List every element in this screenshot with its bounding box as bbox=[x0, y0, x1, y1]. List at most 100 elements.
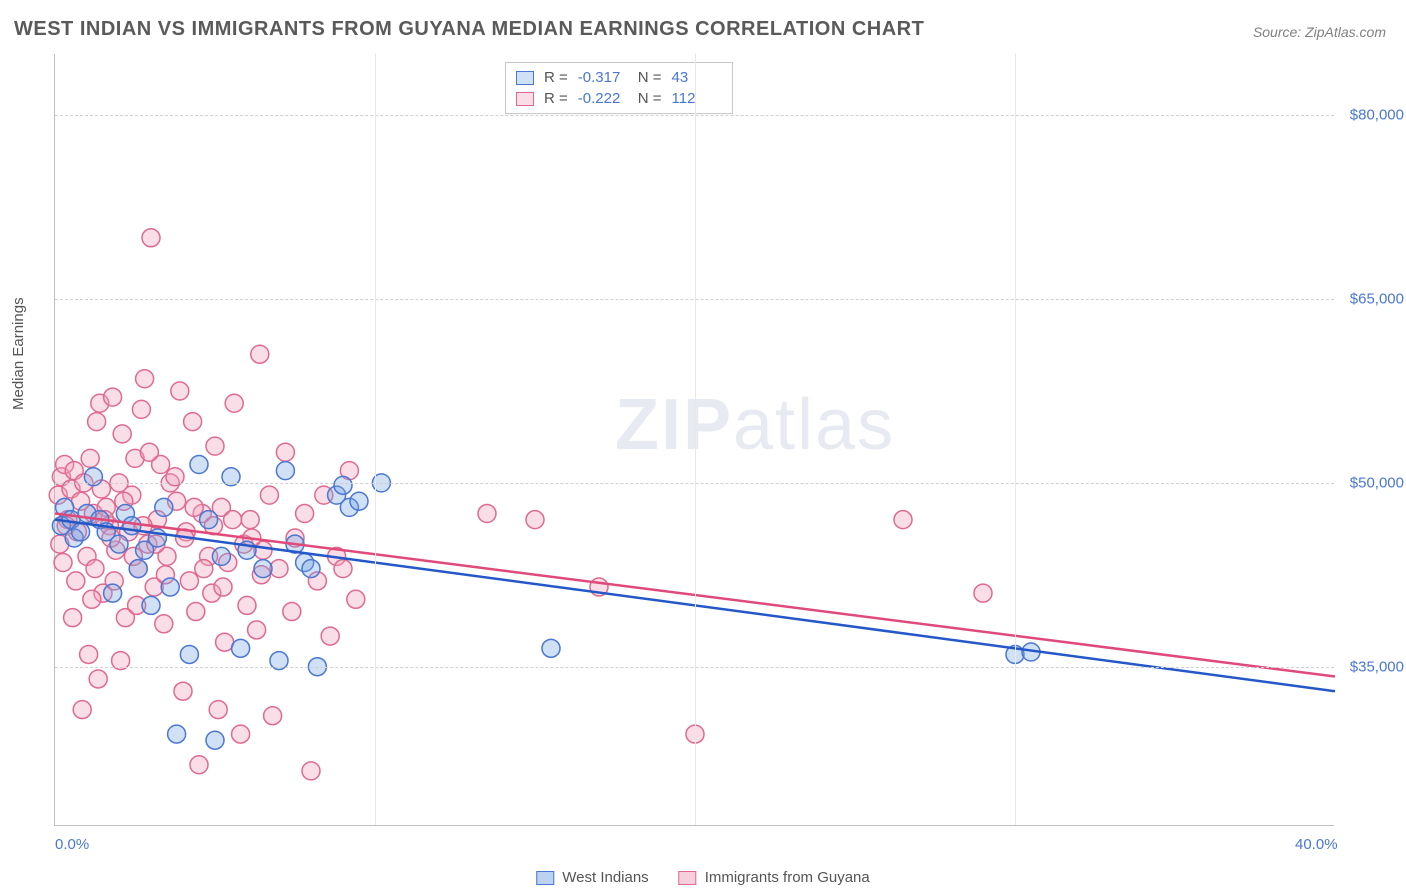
data-point bbox=[184, 413, 202, 431]
legend-swatch bbox=[516, 92, 534, 106]
n-label: N = bbox=[638, 90, 662, 107]
r-value: -0.317 bbox=[578, 69, 628, 86]
n-value: 43 bbox=[672, 69, 722, 86]
r-label: R = bbox=[544, 90, 568, 107]
data-point bbox=[238, 596, 256, 614]
n-value: 112 bbox=[672, 90, 722, 107]
data-point bbox=[187, 603, 205, 621]
gridline-v bbox=[695, 54, 696, 825]
data-point bbox=[264, 707, 282, 725]
data-point bbox=[123, 517, 141, 535]
legend-label: West Indians bbox=[562, 869, 648, 886]
data-point bbox=[232, 725, 250, 743]
data-point bbox=[334, 560, 352, 578]
data-point bbox=[542, 639, 560, 657]
data-point bbox=[248, 621, 266, 639]
xtick-label: 0.0% bbox=[55, 836, 89, 853]
data-point bbox=[83, 590, 101, 608]
data-point bbox=[155, 498, 173, 516]
ytick-label: $35,000 bbox=[1344, 658, 1404, 675]
data-point bbox=[200, 511, 218, 529]
data-point bbox=[86, 560, 104, 578]
data-point bbox=[140, 443, 158, 461]
data-point bbox=[241, 511, 259, 529]
r-label: R = bbox=[544, 69, 568, 86]
data-point bbox=[64, 609, 82, 627]
series-legend: West Indians Immigrants from Guyana bbox=[536, 869, 870, 886]
data-point bbox=[171, 382, 189, 400]
data-point bbox=[104, 584, 122, 602]
legend-swatch bbox=[679, 871, 697, 885]
data-point bbox=[214, 578, 232, 596]
data-point bbox=[334, 476, 352, 494]
data-point bbox=[180, 572, 198, 590]
data-point bbox=[54, 554, 72, 572]
data-point bbox=[296, 505, 314, 523]
chart-container: WEST INDIAN VS IMMIGRANTS FROM GUYANA ME… bbox=[0, 0, 1406, 892]
data-point bbox=[129, 560, 147, 578]
ytick-label: $50,000 bbox=[1344, 474, 1404, 491]
data-point bbox=[72, 523, 90, 541]
data-point bbox=[168, 725, 186, 743]
data-point bbox=[81, 449, 99, 467]
source-label: Source: ZipAtlas.com bbox=[1253, 24, 1386, 40]
data-point bbox=[142, 596, 160, 614]
gridline-v bbox=[375, 54, 376, 825]
data-point bbox=[283, 603, 301, 621]
data-point bbox=[67, 572, 85, 590]
data-point bbox=[89, 670, 107, 688]
data-point bbox=[136, 370, 154, 388]
data-point bbox=[302, 560, 320, 578]
legend-swatch bbox=[516, 71, 534, 85]
data-point bbox=[161, 578, 179, 596]
legend-swatch bbox=[536, 871, 554, 885]
stats-legend-row: R = -0.317 N = 43 bbox=[516, 67, 722, 88]
data-point bbox=[132, 400, 150, 418]
data-point bbox=[894, 511, 912, 529]
data-point bbox=[174, 682, 192, 700]
data-point bbox=[350, 492, 368, 510]
y-axis-label: Median Earnings bbox=[10, 297, 27, 410]
data-point bbox=[80, 645, 98, 663]
data-point bbox=[347, 590, 365, 608]
data-point bbox=[321, 627, 339, 645]
data-point bbox=[224, 511, 242, 529]
data-point bbox=[104, 388, 122, 406]
data-point bbox=[526, 511, 544, 529]
data-point bbox=[195, 560, 213, 578]
xtick-label: 40.0% bbox=[1295, 836, 1338, 853]
data-point bbox=[206, 731, 224, 749]
data-point bbox=[276, 443, 294, 461]
ytick-label: $80,000 bbox=[1344, 107, 1404, 124]
data-point bbox=[225, 394, 243, 412]
ytick-label: $65,000 bbox=[1344, 291, 1404, 308]
data-point bbox=[190, 456, 208, 474]
n-label: N = bbox=[638, 69, 662, 86]
stats-legend-row: R = -0.222 N = 112 bbox=[516, 88, 722, 109]
data-point bbox=[73, 701, 91, 719]
data-point bbox=[206, 437, 224, 455]
data-point bbox=[185, 498, 203, 516]
data-point bbox=[212, 547, 230, 565]
data-point bbox=[302, 762, 320, 780]
data-point bbox=[276, 462, 294, 480]
gridline-v bbox=[1015, 54, 1016, 825]
data-point bbox=[260, 486, 278, 504]
data-point bbox=[974, 584, 992, 602]
data-point bbox=[251, 345, 269, 363]
data-point bbox=[113, 425, 131, 443]
legend-item: West Indians bbox=[536, 869, 648, 886]
data-point bbox=[209, 701, 227, 719]
data-point bbox=[180, 645, 198, 663]
stats-legend: R = -0.317 N = 43 R = -0.222 N = 112 bbox=[505, 62, 733, 114]
legend-label: Immigrants from Guyana bbox=[705, 869, 870, 886]
data-point bbox=[190, 756, 208, 774]
data-point bbox=[142, 229, 160, 247]
chart-title: WEST INDIAN VS IMMIGRANTS FROM GUYANA ME… bbox=[14, 18, 924, 41]
data-point bbox=[232, 639, 250, 657]
data-point bbox=[88, 413, 106, 431]
plot-area: ZIPatlas R = -0.317N = 43R = -0.222N = 1… bbox=[54, 54, 1334, 826]
data-point bbox=[254, 560, 272, 578]
r-value: -0.222 bbox=[578, 90, 628, 107]
legend-item: Immigrants from Guyana bbox=[679, 869, 870, 886]
